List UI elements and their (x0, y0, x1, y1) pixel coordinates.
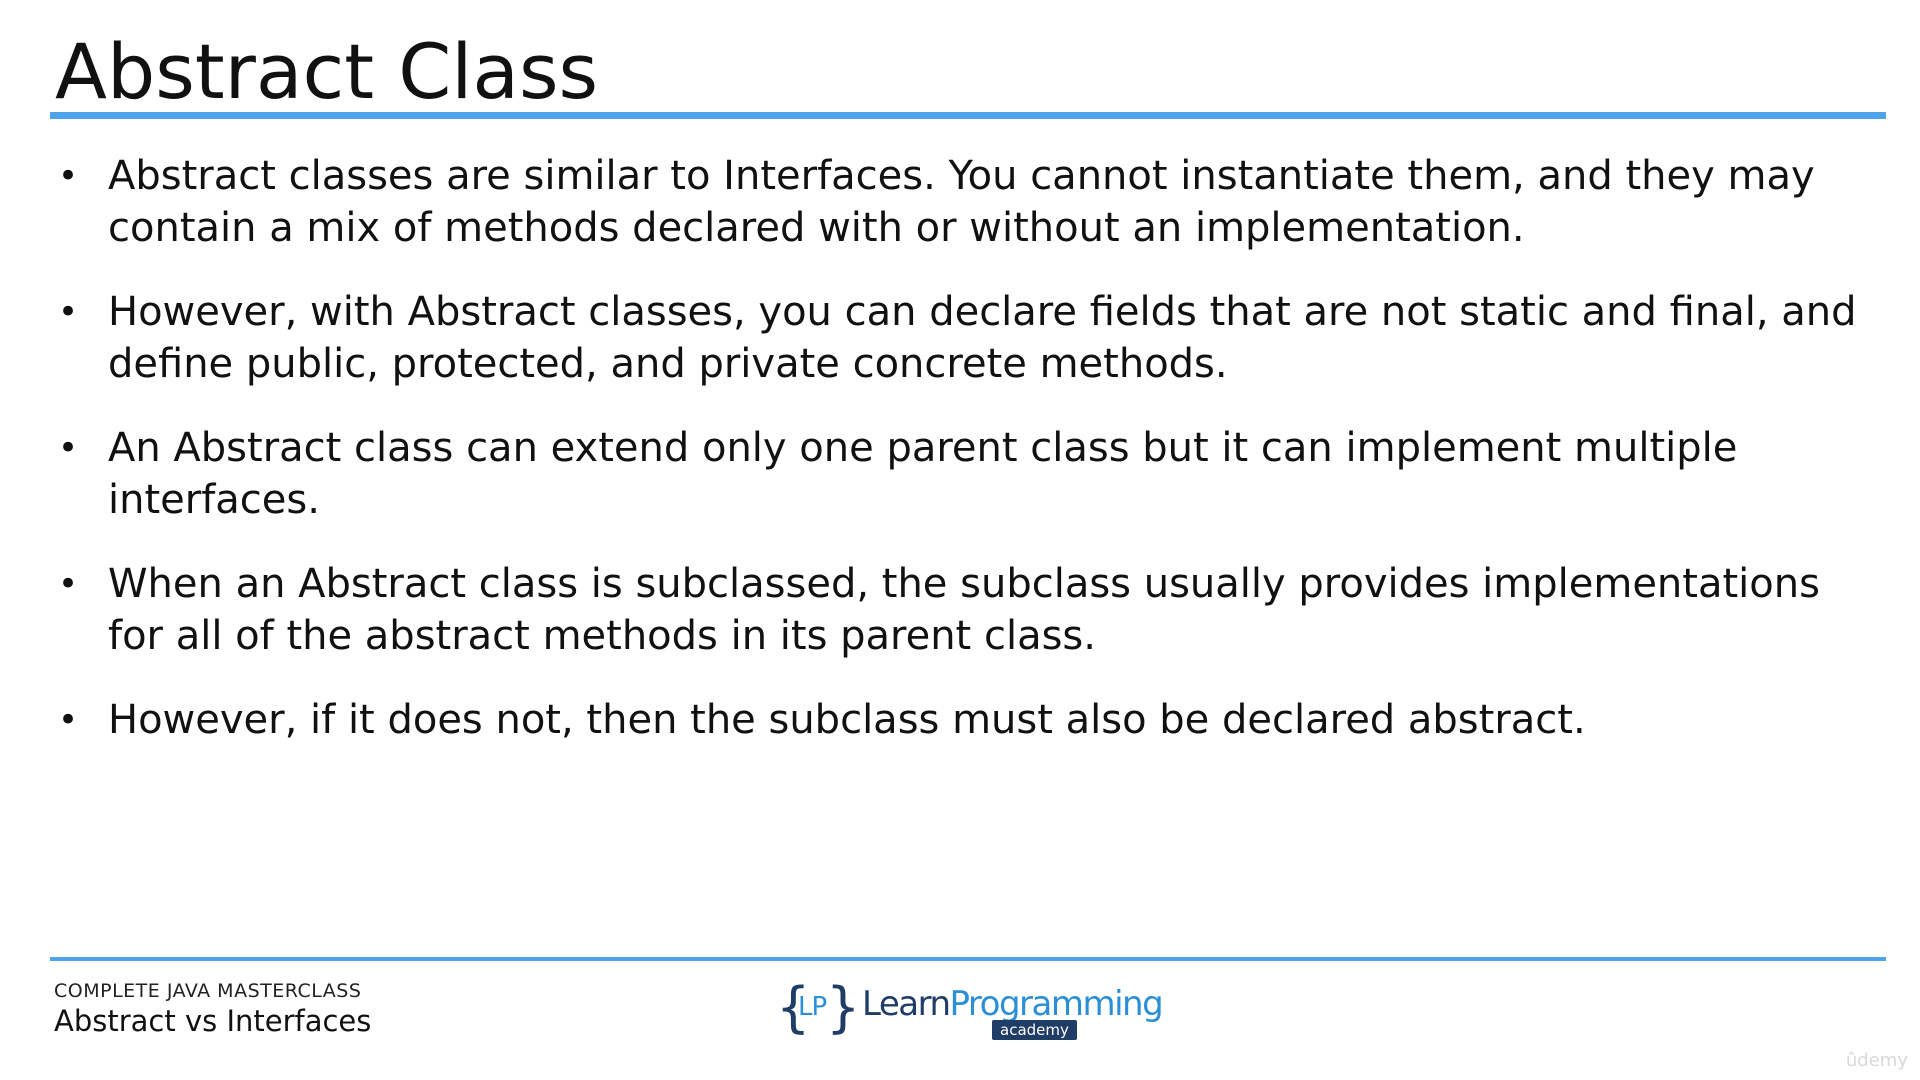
bullet-text: Abstract classes are similar to Interfac… (108, 153, 1815, 251)
bullet-text: However, with Abstract classes, you can … (108, 289, 1857, 387)
logo-word-learn: Learn (862, 984, 951, 1024)
section-name: Abstract vs Interfaces (54, 1004, 372, 1038)
logo-word-programming: Programming (949, 984, 1164, 1024)
bullet-icon: • (58, 156, 79, 196)
bullet-text: When an Abstract class is subclassed, th… (108, 561, 1820, 659)
bullet-item: • An Abstract class can extend only one … (58, 422, 1868, 526)
bullet-text: However, if it does not, then the subcla… (108, 697, 1586, 743)
bullet-list: • Abstract classes are similar to Interf… (58, 150, 1868, 778)
bullet-item: • Abstract classes are similar to Interf… (58, 150, 1868, 254)
bullet-icon: • (58, 564, 79, 604)
bullet-item: • However, if it does not, then the subc… (58, 694, 1868, 746)
logo-monogram: LP (798, 992, 827, 1022)
logo-academy-badge: academy (992, 1020, 1077, 1040)
bullet-item: • However, with Abstract classes, you ca… (58, 286, 1868, 390)
bullet-text: An Abstract class can extend only one pa… (108, 425, 1738, 523)
udemy-watermark: ûdemy (1845, 1050, 1908, 1071)
bullet-icon: • (58, 292, 79, 332)
footer-divider (50, 957, 1886, 961)
slide-title: Abstract Class (55, 27, 599, 116)
bullet-item: • When an Abstract class is subclassed, … (58, 558, 1868, 662)
learnprogramming-logo: { LP } LearnProgramming academy (776, 976, 1164, 1042)
bullet-icon: • (58, 428, 79, 468)
logo-brace-right-icon: } (826, 976, 861, 1039)
title-underline (50, 112, 1886, 119)
bullet-icon: • (58, 700, 79, 740)
logo-wordmark: LearnProgramming (862, 984, 1164, 1024)
logo-brace-left-icon: { (776, 976, 811, 1039)
course-name: COMPLETE JAVA MASTERCLASS (54, 980, 362, 1002)
